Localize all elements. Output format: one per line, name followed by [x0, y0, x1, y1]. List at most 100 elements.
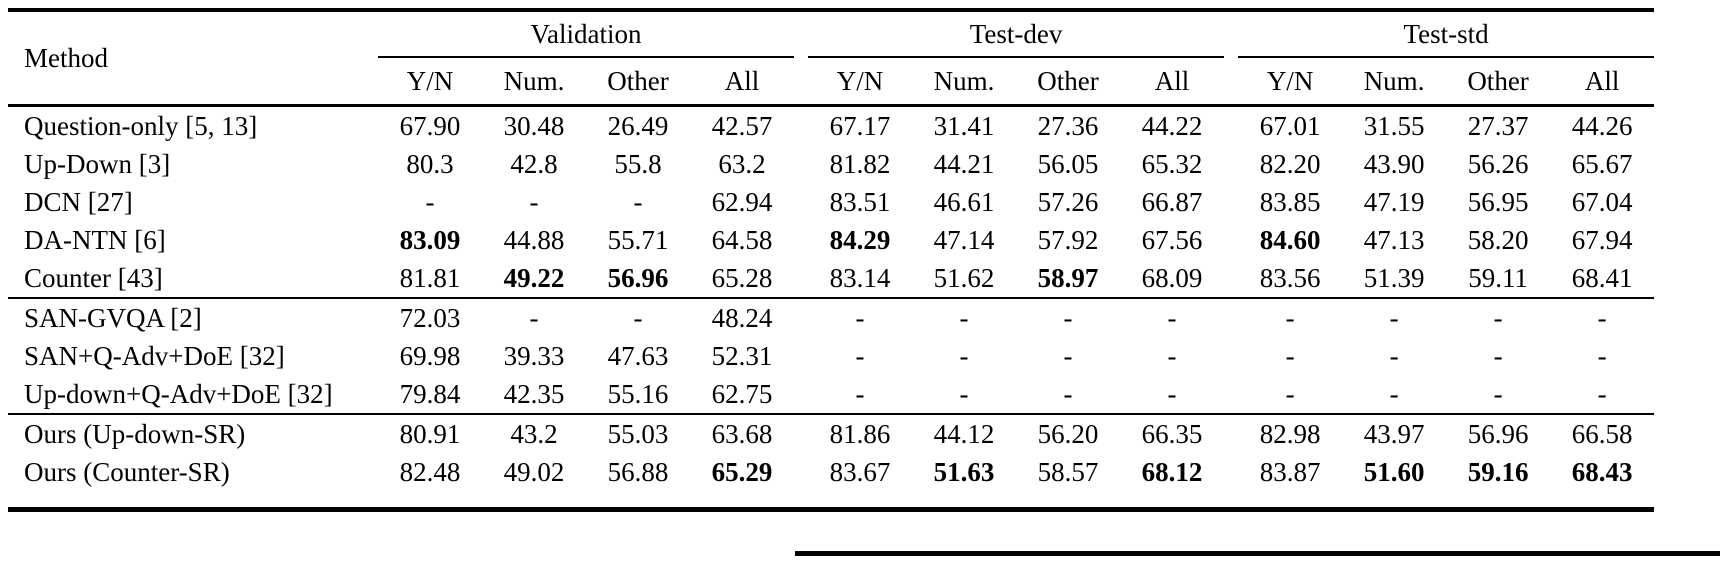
value-cell: 44.22 — [1141, 111, 1203, 141]
value-cell: 67.04 — [1571, 187, 1633, 217]
col-header-test-std-num: Num. — [1342, 57, 1447, 107]
value-cell: 55.8 — [614, 149, 662, 179]
value-cell: 49.22 — [503, 263, 565, 293]
value-cell: - — [959, 303, 969, 333]
value-cell: - — [1063, 303, 1073, 333]
col-header-validation-num: Num. — [482, 57, 586, 107]
value-cell: 27.37 — [1467, 111, 1529, 141]
method-cell: SAN-GVQA [2] — [24, 303, 202, 333]
table-row: Ours (Up-down-SR) 80.91 43.2 55.03 63.68 81.8… — [8, 414, 1654, 453]
value-cell: - — [1493, 341, 1503, 371]
table-row: Question-only [5, 13] 67.90 30.48 26.49 42.5… — [8, 106, 1654, 146]
value-cell: 31.41 — [933, 111, 995, 141]
value-cell: 44.21 — [933, 149, 995, 179]
results-table: Method Validation Test-dev Test-std Y/N … — [8, 8, 1655, 512]
value-cell: 63.2 — [718, 149, 766, 179]
table-header: Method Validation Test-dev Test-std Y/N … — [8, 10, 1655, 107]
value-cell: 82.98 — [1259, 419, 1321, 449]
value-cell: 47.13 — [1363, 225, 1425, 255]
table-row: DA-NTN [6] 83.09 44.88 55.71 64.58 84.29 47.14… — [8, 221, 1654, 259]
value-cell: 65.29 — [711, 457, 773, 487]
spacer-cell — [1224, 145, 1238, 183]
value-cell: - — [529, 303, 539, 333]
value-cell: 42.35 — [503, 379, 565, 409]
value-cell: - — [1285, 379, 1295, 409]
method-cell: Counter [43] — [24, 263, 163, 293]
value-cell: 83.87 — [1259, 457, 1321, 487]
group-header-validation: Validation — [378, 10, 795, 58]
value-cell: - — [855, 341, 865, 371]
value-cell: 68.41 — [1571, 263, 1633, 293]
value-cell: - — [1063, 341, 1073, 371]
value-cell: 82.48 — [399, 457, 461, 487]
value-cell: - — [959, 341, 969, 371]
value-cell: 68.09 — [1141, 263, 1203, 293]
table-row: SAN+Q-Adv+DoE [32] 69.98 39.33 47.63 52.31 - -… — [8, 337, 1654, 375]
value-cell: 51.39 — [1363, 263, 1425, 293]
value-cell: 84.29 — [829, 225, 891, 255]
spacer-cell — [1224, 221, 1238, 259]
value-cell: - — [1167, 379, 1177, 409]
value-cell: 39.33 — [503, 341, 565, 371]
next-table-top-rule — [795, 551, 1720, 556]
spacer-cell — [1224, 337, 1238, 375]
value-cell: 81.82 — [829, 149, 891, 179]
value-cell: 68.12 — [1141, 457, 1203, 487]
value-cell: - — [1063, 379, 1073, 409]
table-section-0: Question-only [5, 13] 67.90 30.48 26.49 42.5… — [8, 106, 1654, 299]
spacer-cell — [1224, 183, 1238, 221]
table-row: Up-down+Q-Adv+DoE [32] 79.84 42.35 55.16 62.… — [8, 375, 1654, 414]
value-cell: 82.20 — [1259, 149, 1321, 179]
value-cell: 57.26 — [1037, 187, 1099, 217]
value-cell: 56.26 — [1467, 149, 1529, 179]
value-cell: 56.20 — [1037, 419, 1099, 449]
value-cell: 69.98 — [399, 341, 461, 371]
value-cell: 62.94 — [711, 187, 773, 217]
value-cell: 81.81 — [399, 263, 461, 293]
value-cell: 80.3 — [406, 149, 454, 179]
table-section-1: SAN-GVQA [2] 72.03- -48.24- - - - - - - - SAN+Q-Ad… — [8, 298, 1655, 414]
spacer-cell — [794, 337, 808, 375]
group-spacer — [794, 10, 809, 107]
value-cell: 83.67 — [829, 457, 891, 487]
value-cell: 42.57 — [711, 111, 773, 141]
method-cell: SAN+Q-Adv+DoE [32] — [24, 341, 285, 371]
value-cell: 83.85 — [1259, 187, 1321, 217]
table-section-2: Ours (Up-down-SR) 80.91 43.2 55.03 63.68 81.8… — [8, 414, 1655, 510]
value-cell: 83.09 — [399, 225, 461, 255]
value-cell: 83.51 — [829, 187, 891, 217]
method-column-header: Method — [8, 10, 378, 107]
value-cell: 55.03 — [607, 419, 669, 449]
value-cell: - — [1597, 379, 1607, 409]
spacer-cell — [1224, 375, 1238, 414]
value-cell: 72.03 — [399, 303, 461, 333]
value-cell: 81.86 — [829, 419, 891, 449]
value-cell: - — [1389, 379, 1399, 409]
value-cell: 62.75 — [711, 379, 773, 409]
value-cell: 83.14 — [829, 263, 891, 293]
col-header-test-dev-yn: Y/N — [808, 57, 913, 107]
method-cell: Question-only [5, 13] — [24, 111, 258, 141]
spacer-cell — [794, 183, 808, 221]
value-cell: 65.32 — [1141, 149, 1203, 179]
value-cell: 67.17 — [829, 111, 891, 141]
value-cell: - — [959, 379, 969, 409]
value-cell: 51.60 — [1363, 457, 1425, 487]
sub-header-row: Y/N Num. Other All Y/N Num. Other All Y/… — [8, 57, 1655, 107]
value-cell: 65.28 — [711, 263, 773, 293]
value-cell: 44.26 — [1571, 111, 1633, 141]
col-header-test-std-yn: Y/N — [1238, 57, 1343, 107]
spacer-cell — [794, 221, 808, 259]
value-cell: 66.35 — [1141, 419, 1203, 449]
value-cell: 58.20 — [1467, 225, 1529, 255]
value-cell: 55.71 — [607, 225, 669, 255]
value-cell: 84.60 — [1259, 225, 1321, 255]
table-row: SAN-GVQA [2] 72.03 - - 48.24 - - - - - - - - — [8, 298, 1654, 337]
col-header-test-std-all: All — [1550, 57, 1655, 107]
spacer-cell — [794, 414, 808, 453]
value-cell: - — [1285, 341, 1295, 371]
value-cell: - — [529, 187, 539, 217]
value-cell: 58.57 — [1037, 457, 1099, 487]
method-cell: Ours (Counter-SR) — [24, 457, 230, 487]
value-cell: 65.67 — [1571, 149, 1633, 179]
